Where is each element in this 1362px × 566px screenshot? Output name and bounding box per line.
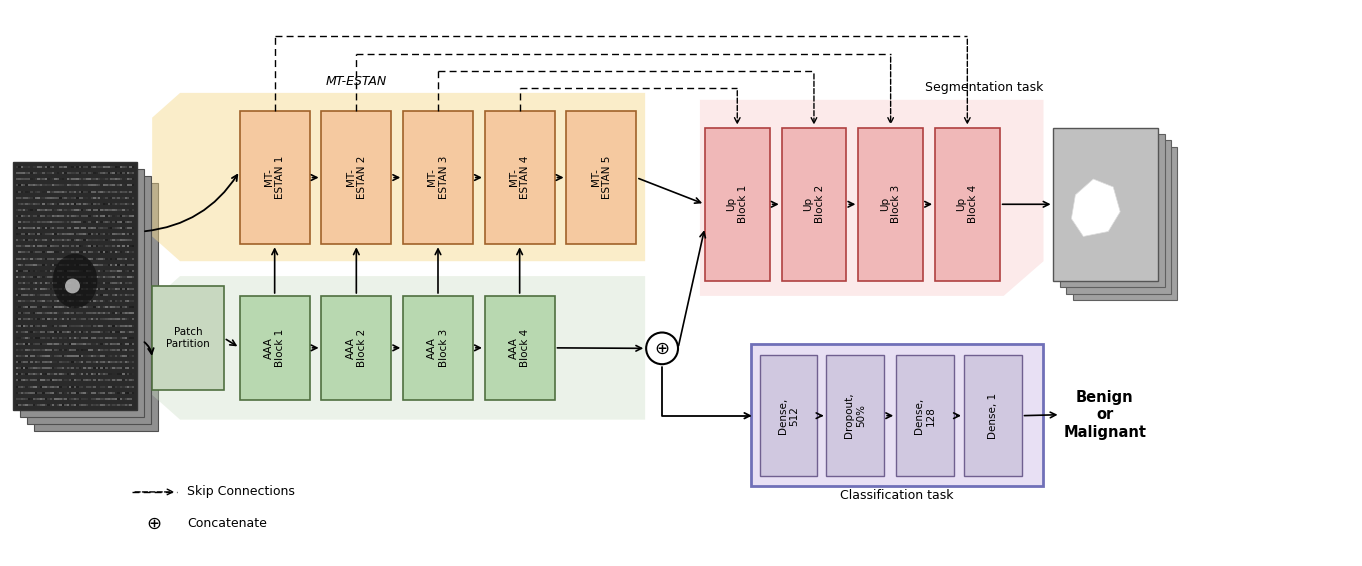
FancyBboxPatch shape bbox=[934, 127, 1000, 281]
Text: Patch
Partition: Patch Partition bbox=[166, 327, 210, 349]
FancyBboxPatch shape bbox=[858, 127, 923, 281]
Text: Dense,
512: Dense, 512 bbox=[778, 397, 799, 434]
Text: MT-
ESTAN 5: MT- ESTAN 5 bbox=[591, 156, 612, 199]
FancyBboxPatch shape bbox=[760, 355, 817, 476]
FancyBboxPatch shape bbox=[1066, 140, 1171, 294]
FancyBboxPatch shape bbox=[567, 111, 636, 245]
Ellipse shape bbox=[65, 278, 80, 293]
FancyBboxPatch shape bbox=[321, 111, 391, 245]
Text: AAA
Block 3: AAA Block 3 bbox=[428, 329, 449, 367]
FancyBboxPatch shape bbox=[321, 296, 391, 400]
FancyBboxPatch shape bbox=[827, 355, 884, 476]
Text: MT-
ESTAN 3: MT- ESTAN 3 bbox=[428, 156, 449, 199]
Text: MT-
ESTAN 2: MT- ESTAN 2 bbox=[346, 156, 368, 199]
Text: $\oplus$: $\oplus$ bbox=[654, 340, 670, 357]
Text: Up
Block 3: Up Block 3 bbox=[880, 185, 902, 224]
FancyBboxPatch shape bbox=[153, 286, 223, 390]
Text: Concatenate: Concatenate bbox=[187, 517, 267, 530]
Text: Segmentation task: Segmentation task bbox=[925, 81, 1043, 94]
FancyBboxPatch shape bbox=[896, 355, 953, 476]
Polygon shape bbox=[1072, 179, 1120, 237]
Text: Up
Block 4: Up Block 4 bbox=[956, 185, 978, 224]
FancyBboxPatch shape bbox=[240, 296, 309, 400]
FancyBboxPatch shape bbox=[1060, 134, 1165, 288]
FancyBboxPatch shape bbox=[1073, 147, 1178, 301]
Text: $\oplus$: $\oplus$ bbox=[147, 514, 162, 533]
FancyBboxPatch shape bbox=[485, 296, 554, 400]
FancyBboxPatch shape bbox=[34, 183, 158, 431]
FancyBboxPatch shape bbox=[403, 111, 473, 245]
FancyBboxPatch shape bbox=[706, 127, 770, 281]
Polygon shape bbox=[153, 276, 646, 419]
Text: Skip Connections: Skip Connections bbox=[187, 486, 296, 499]
FancyBboxPatch shape bbox=[19, 169, 144, 417]
FancyBboxPatch shape bbox=[403, 296, 473, 400]
Ellipse shape bbox=[53, 254, 98, 308]
FancyBboxPatch shape bbox=[12, 162, 138, 410]
Text: MT-
ESTAN 1: MT- ESTAN 1 bbox=[264, 156, 286, 199]
Text: Up
Block 2: Up Block 2 bbox=[804, 185, 825, 224]
Text: Up
Block 1: Up Block 1 bbox=[726, 185, 748, 224]
FancyBboxPatch shape bbox=[964, 355, 1022, 476]
Text: MT-ESTAN: MT-ESTAN bbox=[326, 75, 387, 88]
Text: Classification task: Classification task bbox=[840, 489, 953, 502]
FancyBboxPatch shape bbox=[27, 176, 151, 423]
Text: Dense,
128: Dense, 128 bbox=[914, 397, 936, 434]
Polygon shape bbox=[700, 100, 1043, 296]
Text: Benign
or
Malignant: Benign or Malignant bbox=[1064, 390, 1147, 440]
Text: AAA
Block 4: AAA Block 4 bbox=[509, 329, 530, 367]
FancyBboxPatch shape bbox=[1053, 127, 1158, 281]
Text: MT-
ESTAN 4: MT- ESTAN 4 bbox=[509, 156, 530, 199]
Text: Dropout,
50%: Dropout, 50% bbox=[844, 393, 866, 439]
Circle shape bbox=[646, 332, 678, 364]
Text: AAA
Block 2: AAA Block 2 bbox=[346, 329, 368, 367]
FancyBboxPatch shape bbox=[485, 111, 554, 245]
FancyBboxPatch shape bbox=[782, 127, 846, 281]
Text: AAA
Block 1: AAA Block 1 bbox=[264, 329, 286, 367]
Polygon shape bbox=[153, 93, 646, 261]
FancyBboxPatch shape bbox=[750, 344, 1042, 486]
Text: Dense, 1: Dense, 1 bbox=[987, 393, 998, 439]
FancyBboxPatch shape bbox=[240, 111, 309, 245]
